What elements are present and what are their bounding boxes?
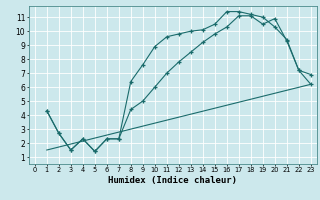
X-axis label: Humidex (Indice chaleur): Humidex (Indice chaleur) [108, 176, 237, 185]
